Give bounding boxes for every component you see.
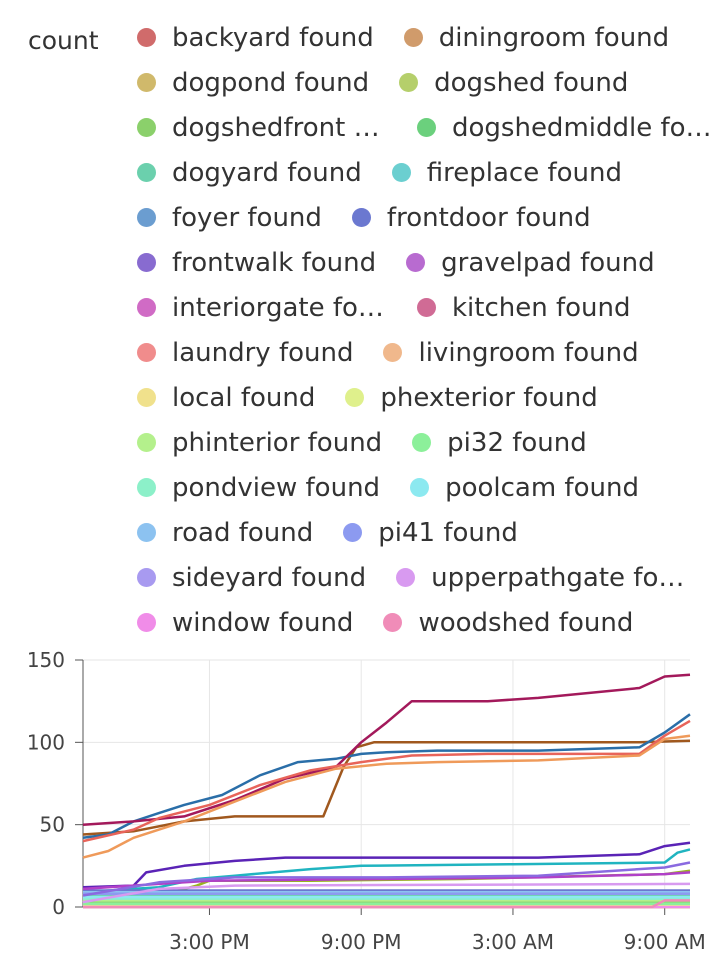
legend-item[interactable]: local found — [137, 383, 315, 413]
legend-item[interactable]: dogshed found — [399, 68, 628, 98]
legend-row: interiorgate found kitchen found — [137, 285, 717, 330]
legend-swatch — [137, 298, 156, 317]
series-line — [82, 861, 691, 897]
series-line — [82, 734, 691, 859]
legend-item[interactable]: dogshedfront found — [137, 113, 387, 143]
legend-row: dogpond found dogshed found — [137, 60, 717, 105]
series-line — [83, 899, 690, 909]
legend-item[interactable]: pi32 found — [412, 428, 587, 458]
series-line — [82, 882, 691, 904]
legend-swatch — [383, 343, 403, 362]
x-tick-label: 3:00 PM — [169, 930, 250, 954]
legend-swatch — [137, 163, 156, 182]
x-tick-label: 9:00 AM — [624, 930, 706, 954]
legend-item[interactable]: frontwalk found — [137, 248, 376, 278]
legend-row: foyer found frontdoor found — [137, 195, 717, 240]
legend-swatch — [137, 568, 156, 587]
legend-swatch — [391, 163, 411, 182]
legend-item[interactable]: foyer found — [137, 203, 322, 233]
legend-row: dogyard found fireplace found — [137, 150, 717, 195]
legend-swatch — [137, 478, 156, 497]
series-line — [82, 871, 691, 891]
legend-row: backyard found diningroom found — [137, 15, 717, 60]
legend-swatch — [396, 568, 416, 587]
legend-item[interactable]: phinterior found — [137, 428, 382, 458]
legend-item[interactable]: diningroom found — [403, 23, 669, 53]
legend-row: phinterior found pi32 found — [137, 420, 717, 465]
legend-item[interactable]: gravelpad found — [406, 248, 655, 278]
legend-item[interactable]: window found — [137, 608, 353, 638]
legend-swatch — [137, 523, 156, 542]
x-tick-label: 3:00 AM — [472, 930, 554, 954]
legend-item[interactable]: kitchen found — [417, 293, 631, 323]
legend-item[interactable]: frontdoor found — [351, 203, 591, 233]
series-line — [82, 719, 691, 843]
legend-item[interactable]: sideyard found — [137, 563, 366, 593]
legend-row: window found woodshed found — [137, 600, 717, 645]
legend-row: frontwalk found gravelpad found — [137, 240, 717, 285]
legend-item[interactable]: pi41 found — [343, 518, 518, 548]
y-tick-label: 150 — [27, 648, 65, 672]
legend-item[interactable]: poolcam found — [410, 473, 639, 503]
legend-swatch — [137, 118, 156, 137]
legend-item[interactable]: phexterior found — [345, 383, 598, 413]
legend-swatch — [383, 613, 403, 632]
legend-swatch — [137, 388, 156, 407]
legend-item[interactable]: interiorgate found — [137, 293, 387, 323]
legend-row: road found pi41 found — [137, 510, 717, 555]
legend-swatch — [412, 433, 432, 452]
legend-item[interactable]: fireplace found — [391, 158, 622, 188]
legend-item[interactable]: road found — [137, 518, 313, 548]
legend-swatch — [410, 478, 430, 497]
legend-item[interactable]: woodshed found — [383, 608, 633, 638]
legend: backyard found diningroom found dogpond fo… — [137, 15, 717, 645]
legend-row: local found phexterior found — [137, 375, 717, 420]
legend-swatch — [137, 208, 156, 227]
legend-swatch — [137, 73, 156, 92]
legend-item[interactable]: backyard found — [137, 23, 374, 53]
legend-row: pondview found poolcam found — [137, 465, 717, 510]
y-tick-label: 100 — [27, 730, 65, 754]
legend-item[interactable]: dogshedmiddle found — [417, 113, 712, 143]
legend-swatch — [137, 253, 156, 272]
legend-row: sideyard found upperpathgate found — [137, 555, 717, 600]
y-tick-label: 0 — [52, 895, 65, 919]
legend-swatch — [137, 613, 156, 632]
legend-item[interactable]: dogpond found — [137, 68, 369, 98]
legend-swatch — [137, 433, 156, 452]
legend-item[interactable]: pondview found — [137, 473, 380, 503]
legend-item[interactable]: livingroom found — [383, 338, 639, 368]
legend-swatch — [351, 208, 371, 227]
legend-item[interactable]: laundry found — [137, 338, 353, 368]
x-tick-label: 9:00 PM — [321, 930, 402, 954]
series-line — [82, 841, 691, 889]
y-axis-label: count — [28, 26, 99, 55]
legend-swatch — [137, 343, 156, 362]
legend-swatch — [403, 28, 423, 47]
legend-swatch — [406, 253, 426, 272]
series-line — [82, 713, 691, 840]
legend-swatch — [417, 118, 436, 137]
y-tick-label: 50 — [40, 813, 65, 837]
legend-swatch — [345, 388, 365, 407]
legend-swatch — [137, 28, 156, 47]
legend-swatch — [417, 298, 436, 317]
legend-row: laundry found livingroom found — [137, 330, 717, 375]
legend-item[interactable]: dogyard found — [137, 158, 362, 188]
legend-swatch — [343, 523, 363, 542]
series-line — [82, 673, 691, 826]
legend-swatch — [399, 73, 419, 92]
legend-item[interactable]: upperpathgate found — [396, 563, 691, 593]
legend-row: dogshedfront found dogshedmiddle found — [137, 105, 717, 150]
